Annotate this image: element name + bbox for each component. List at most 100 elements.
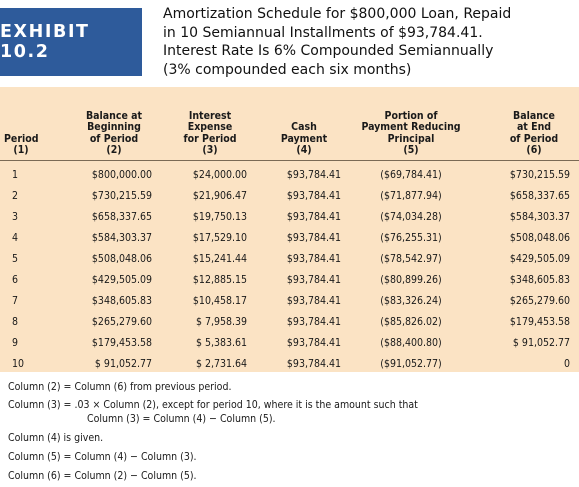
header-line: Balance (513, 109, 555, 122)
column-header-interest-expense: Interest Expense for Period (3) (168, 93, 252, 157)
beginning-balance-cell: $508,048.06 (91, 253, 152, 265)
header-line: Interest (188, 109, 232, 122)
interest-expense-cell: $ 2,731.64 (195, 358, 247, 370)
cash-payment-cell: $93,784.41 (286, 358, 341, 370)
principal-reduction-cell: ($71,877.94) (380, 190, 442, 202)
header-line: Portion of (384, 109, 438, 122)
note-line: Column (3) = .03 × Column (2), except fo… (8, 399, 418, 411)
table-row: 9 $179,453.58 $ 5,383.61 $93,784.41 ($88,400… (0, 333, 579, 354)
header-line: Beginning (87, 121, 141, 134)
cash-payment-cell: $93,784.41 (286, 337, 341, 349)
exhibit-title: Amortization Schedule for $800,000 Loan,… (163, 5, 575, 79)
header-line: (2) (106, 144, 122, 157)
table-row: 5 $508,048.06 $15,241.44 $93,784.41 ($78,542… (0, 249, 579, 270)
table-row: 2 $730,215.59 $21,906.47 $93,784.41 ($71,877… (0, 186, 579, 207)
cash-payment-cell: $93,784.41 (286, 295, 341, 307)
note: Column (5) = Column (4) − Column (3). (8, 451, 197, 463)
column-notes: Column (2) = Column (6) from previous pe… (8, 378, 573, 486)
table-row: 8 $265,279.60 $ 7,958.39 $93,784.41 ($85,826… (0, 312, 579, 333)
title-line: in 10 Semiannual Installments of $93,784… (163, 24, 483, 41)
title-line: Amortization Schedule for $800,000 Loan,… (163, 6, 512, 22)
table-row: 7 $348,605.83 $10,458.17 $93,784.41 ($83,326… (0, 291, 579, 312)
interest-expense-cell: $ 5,383.61 (195, 337, 247, 349)
note-line: Column (3) = Column (4) − Column (5). (87, 412, 276, 425)
interest-expense-cell: $12,885.15 (192, 274, 247, 286)
ending-balance-cell: $ 91,052.77 (512, 337, 570, 349)
exhibit-label: EXHIBIT 10.2 (0, 8, 142, 76)
cash-payment-cell: $93,784.41 (286, 169, 341, 181)
principal-reduction-cell: ($78,542.97) (380, 253, 442, 265)
note: Column (4) is given. (8, 432, 104, 444)
period-cell: 6 (12, 274, 19, 286)
table-row: 10 $ 91,052.77 $ 2,731.64 $93,784.41 ($91,05… (0, 354, 579, 375)
ending-balance-cell: $429,505.09 (509, 253, 570, 265)
period-cell: 10 (12, 358, 25, 370)
header-line: Principal (387, 132, 435, 145)
note: Column (2) = Column (6) from previous pe… (8, 381, 232, 393)
period-cell: 9 (12, 337, 19, 349)
beginning-balance-cell: $730,215.59 (91, 190, 152, 202)
ending-balance-cell: $179,453.58 (509, 316, 570, 328)
period-cell: 5 (12, 253, 19, 265)
interest-expense-cell: $ 7,958.39 (195, 316, 247, 328)
header-line: (1) (13, 144, 29, 157)
principal-reduction-cell: ($88,400.80) (380, 337, 442, 349)
cash-payment-cell: $93,784.41 (286, 253, 341, 265)
column-header-beginning-balance: Balance at Beginning of Period (2) (68, 93, 160, 157)
ending-balance-cell: $730,215.59 (509, 169, 570, 181)
column-header-principal-reduction: Portion of Payment Reducing Principal (5… (350, 93, 472, 157)
principal-reduction-cell: ($74,034.28) (380, 211, 442, 223)
beginning-balance-cell: $800,000.00 (91, 169, 152, 181)
beginning-balance-cell: $ 91,052.77 (94, 358, 152, 370)
beginning-balance-cell: $658,337.65 (91, 211, 152, 223)
header-line: (6) (526, 144, 542, 157)
period-cell: 1 (12, 169, 19, 181)
principal-reduction-cell: ($69,784.41) (380, 169, 442, 181)
column-header-cash-payment: Cash Payment (4) (262, 93, 346, 157)
period-cell: 4 (12, 232, 19, 244)
beginning-balance-cell: $429,505.09 (91, 274, 152, 286)
ending-balance-cell: 0 (563, 358, 570, 370)
ending-balance-cell: $265,279.60 (509, 295, 570, 307)
interest-expense-cell: $19,750.13 (192, 211, 247, 223)
interest-expense-cell: $17,529.10 (192, 232, 247, 244)
beginning-balance-cell: $584,303.37 (91, 232, 152, 244)
header-line: (3) (202, 144, 218, 157)
header-line: Payment (280, 132, 328, 145)
period-cell: 3 (12, 211, 19, 223)
principal-reduction-cell: ($76,255.31) (380, 232, 442, 244)
principal-reduction-cell: ($80,899.26) (380, 274, 442, 286)
header-line: Cash (291, 121, 317, 134)
title-line: (3% compounded each six months) (163, 61, 412, 78)
ending-balance-cell: $348,605.83 (509, 274, 570, 286)
header-line: Balance at (85, 109, 143, 122)
exhibit-header: EXHIBIT 10.2 Amortization Schedule for $… (0, 0, 579, 87)
header-line: of Period (509, 132, 559, 145)
cash-payment-cell: $93,784.41 (286, 316, 341, 328)
ending-balance-cell: $658,337.65 (509, 190, 570, 202)
beginning-balance-cell: $348,605.83 (91, 295, 152, 307)
period-cell: 7 (12, 295, 19, 307)
header-line: (4) (296, 144, 312, 157)
ending-balance-cell: $584,303.37 (509, 211, 570, 223)
principal-reduction-cell: ($91,052.77) (380, 358, 442, 370)
interest-expense-cell: $21,906.47 (192, 190, 247, 202)
header-line: (5) (403, 144, 419, 157)
period-cell: 2 (12, 190, 19, 202)
cash-payment-cell: $93,784.41 (286, 211, 341, 223)
title-line: Interest Rate Is 6% Compounded Semiannua… (163, 43, 494, 59)
column-header-ending-balance: Balance at End of Period (6) (494, 93, 574, 157)
cash-payment-cell: $93,784.41 (286, 190, 341, 202)
header-line: for Period (183, 132, 237, 145)
table-row: 6 $429,505.09 $12,885.15 $93,784.41 ($80,899… (0, 270, 579, 291)
ending-balance-cell: $508,048.06 (509, 232, 570, 244)
period-cell: 8 (12, 316, 19, 328)
header-line: Expense (187, 121, 233, 134)
header-line: at End (516, 121, 552, 134)
header-divider (0, 160, 579, 161)
interest-expense-cell: $24,000.00 (192, 169, 247, 181)
principal-reduction-cell: ($83,326.24) (380, 295, 442, 307)
interest-expense-cell: $15,241.44 (192, 253, 247, 265)
cash-payment-cell: $93,784.41 (286, 232, 341, 244)
header-line: of Period (89, 132, 139, 145)
